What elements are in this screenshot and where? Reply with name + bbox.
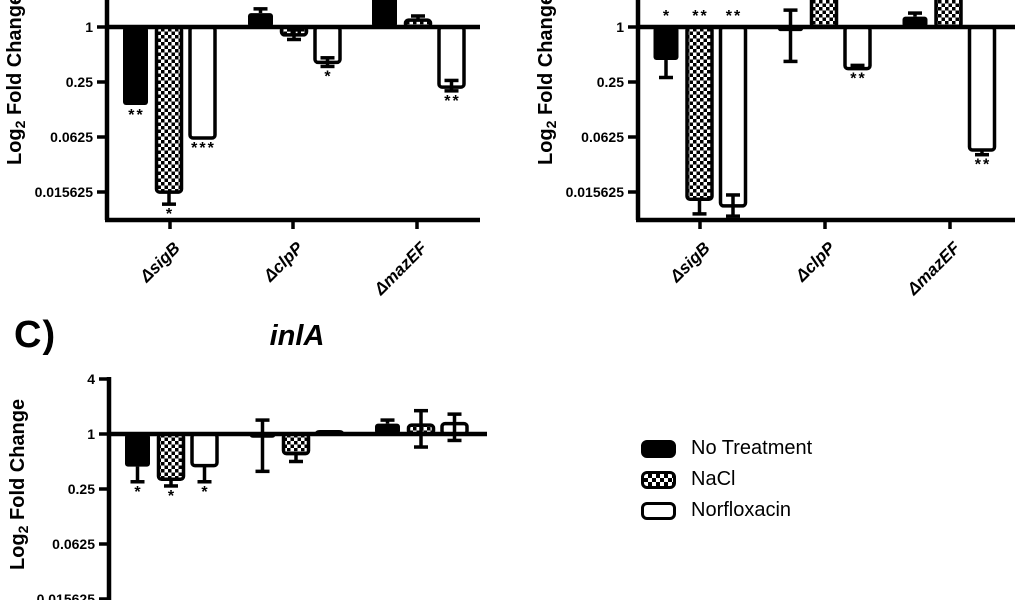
category-label: ΔclpP <box>259 238 307 286</box>
y-axis-label: Log2 Fold Change <box>4 0 28 165</box>
legend-swatch-solid <box>641 439 676 458</box>
panel-c-letter: C) <box>14 314 57 356</box>
y-tick-label: 0.015625 <box>566 184 625 200</box>
significance-mark: ** <box>692 8 708 25</box>
bar-panel-top-right-g1-checker <box>685 25 714 202</box>
significance-mark: * <box>166 206 174 223</box>
bar-panel-top-left-g1-open <box>188 25 217 140</box>
significance-mark: ** <box>444 93 460 110</box>
bar-panel-top-left-g2-solid <box>248 13 273 27</box>
legend-swatch-checker <box>641 470 676 489</box>
bar-panel-top-right-g3-open <box>967 25 997 152</box>
panel-c-title: inlA <box>269 320 325 352</box>
bar-panel-top-right-g2-checker <box>809 0 839 29</box>
bar-panel-top-right-g3-solid <box>902 16 928 27</box>
bar-panel-c-g1-solid <box>125 434 150 467</box>
y-tick-label: 0.25 <box>66 74 93 90</box>
y-tick-label: 4 <box>87 371 95 387</box>
category-label: ΔclpP <box>791 238 839 286</box>
significance-mark: * <box>663 8 671 25</box>
bar-panel-c-g1-open <box>190 432 219 468</box>
legend: No Treatment NaCl Norfloxacin <box>641 437 812 522</box>
y-tick-label: 0.0625 <box>581 129 624 145</box>
legend-item: NaCl <box>641 468 812 491</box>
bar-panel-top-left-g1-checker <box>154 25 184 194</box>
legend-swatch-open <box>641 501 676 520</box>
legend-label: Norfloxacin <box>691 499 792 521</box>
legend-label: NaCl <box>691 468 736 490</box>
legend-label: No Treatment <box>691 437 813 459</box>
category-label: ΔsigB <box>666 238 714 286</box>
significance-mark: ** <box>975 157 991 174</box>
category-label: ΔmazEF <box>370 238 431 299</box>
legend-item: Norfloxacin <box>641 499 812 522</box>
y-tick-label: 1 <box>616 19 624 35</box>
significance-mark: ** <box>726 8 742 25</box>
bar-panel-top-right-g2-open <box>843 25 872 71</box>
y-tick-label: 0.25 <box>68 481 95 497</box>
significance-mark: ** <box>850 71 866 88</box>
bar-panel-top-right-g1-open <box>718 25 748 208</box>
significance-mark: * <box>324 68 332 85</box>
y-axis-label: Log2 Fold Change <box>7 399 31 570</box>
significance-mark: * <box>134 484 142 501</box>
bar-panel-c-g2-checker <box>281 432 311 456</box>
bar-panel-c-g1-checker <box>156 432 186 481</box>
significance-mark: * <box>201 484 209 501</box>
category-label: ΔmazEF <box>903 238 964 299</box>
y-tick-label: 0.0625 <box>50 129 93 145</box>
bar-panel-top-left-g1-solid <box>123 27 148 106</box>
bar-panel-top-right-g1-solid <box>653 27 679 61</box>
significance-mark: *** <box>191 140 216 157</box>
y-tick-label: 0.015625 <box>37 591 96 600</box>
significance-mark: ** <box>128 107 144 124</box>
y-tick-label: 0.0625 <box>52 536 95 552</box>
legend-item: No Treatment <box>641 437 812 460</box>
bar-chart-panel-c: 4 1 0.25 0.0625 0.015625 * * * Log2 Fold Change <box>7 371 487 600</box>
bar-panel-top-right-g3-checker <box>934 0 963 29</box>
y-axis-label: Log2 Fold Change <box>535 0 559 165</box>
y-tick-label: 1 <box>85 19 93 35</box>
bar-panel-c-g3-solid <box>375 423 400 434</box>
y-tick-label: 1 <box>87 426 95 442</box>
y-tick-label: 0.015625 <box>35 184 94 200</box>
category-label: ΔsigB <box>136 238 184 286</box>
significance-mark: * <box>168 488 176 505</box>
bar-panel-top-left-g3-open <box>437 25 466 89</box>
y-tick-label: 0.25 <box>597 74 624 90</box>
bar-panel-top-left-g3-solid <box>372 0 397 27</box>
